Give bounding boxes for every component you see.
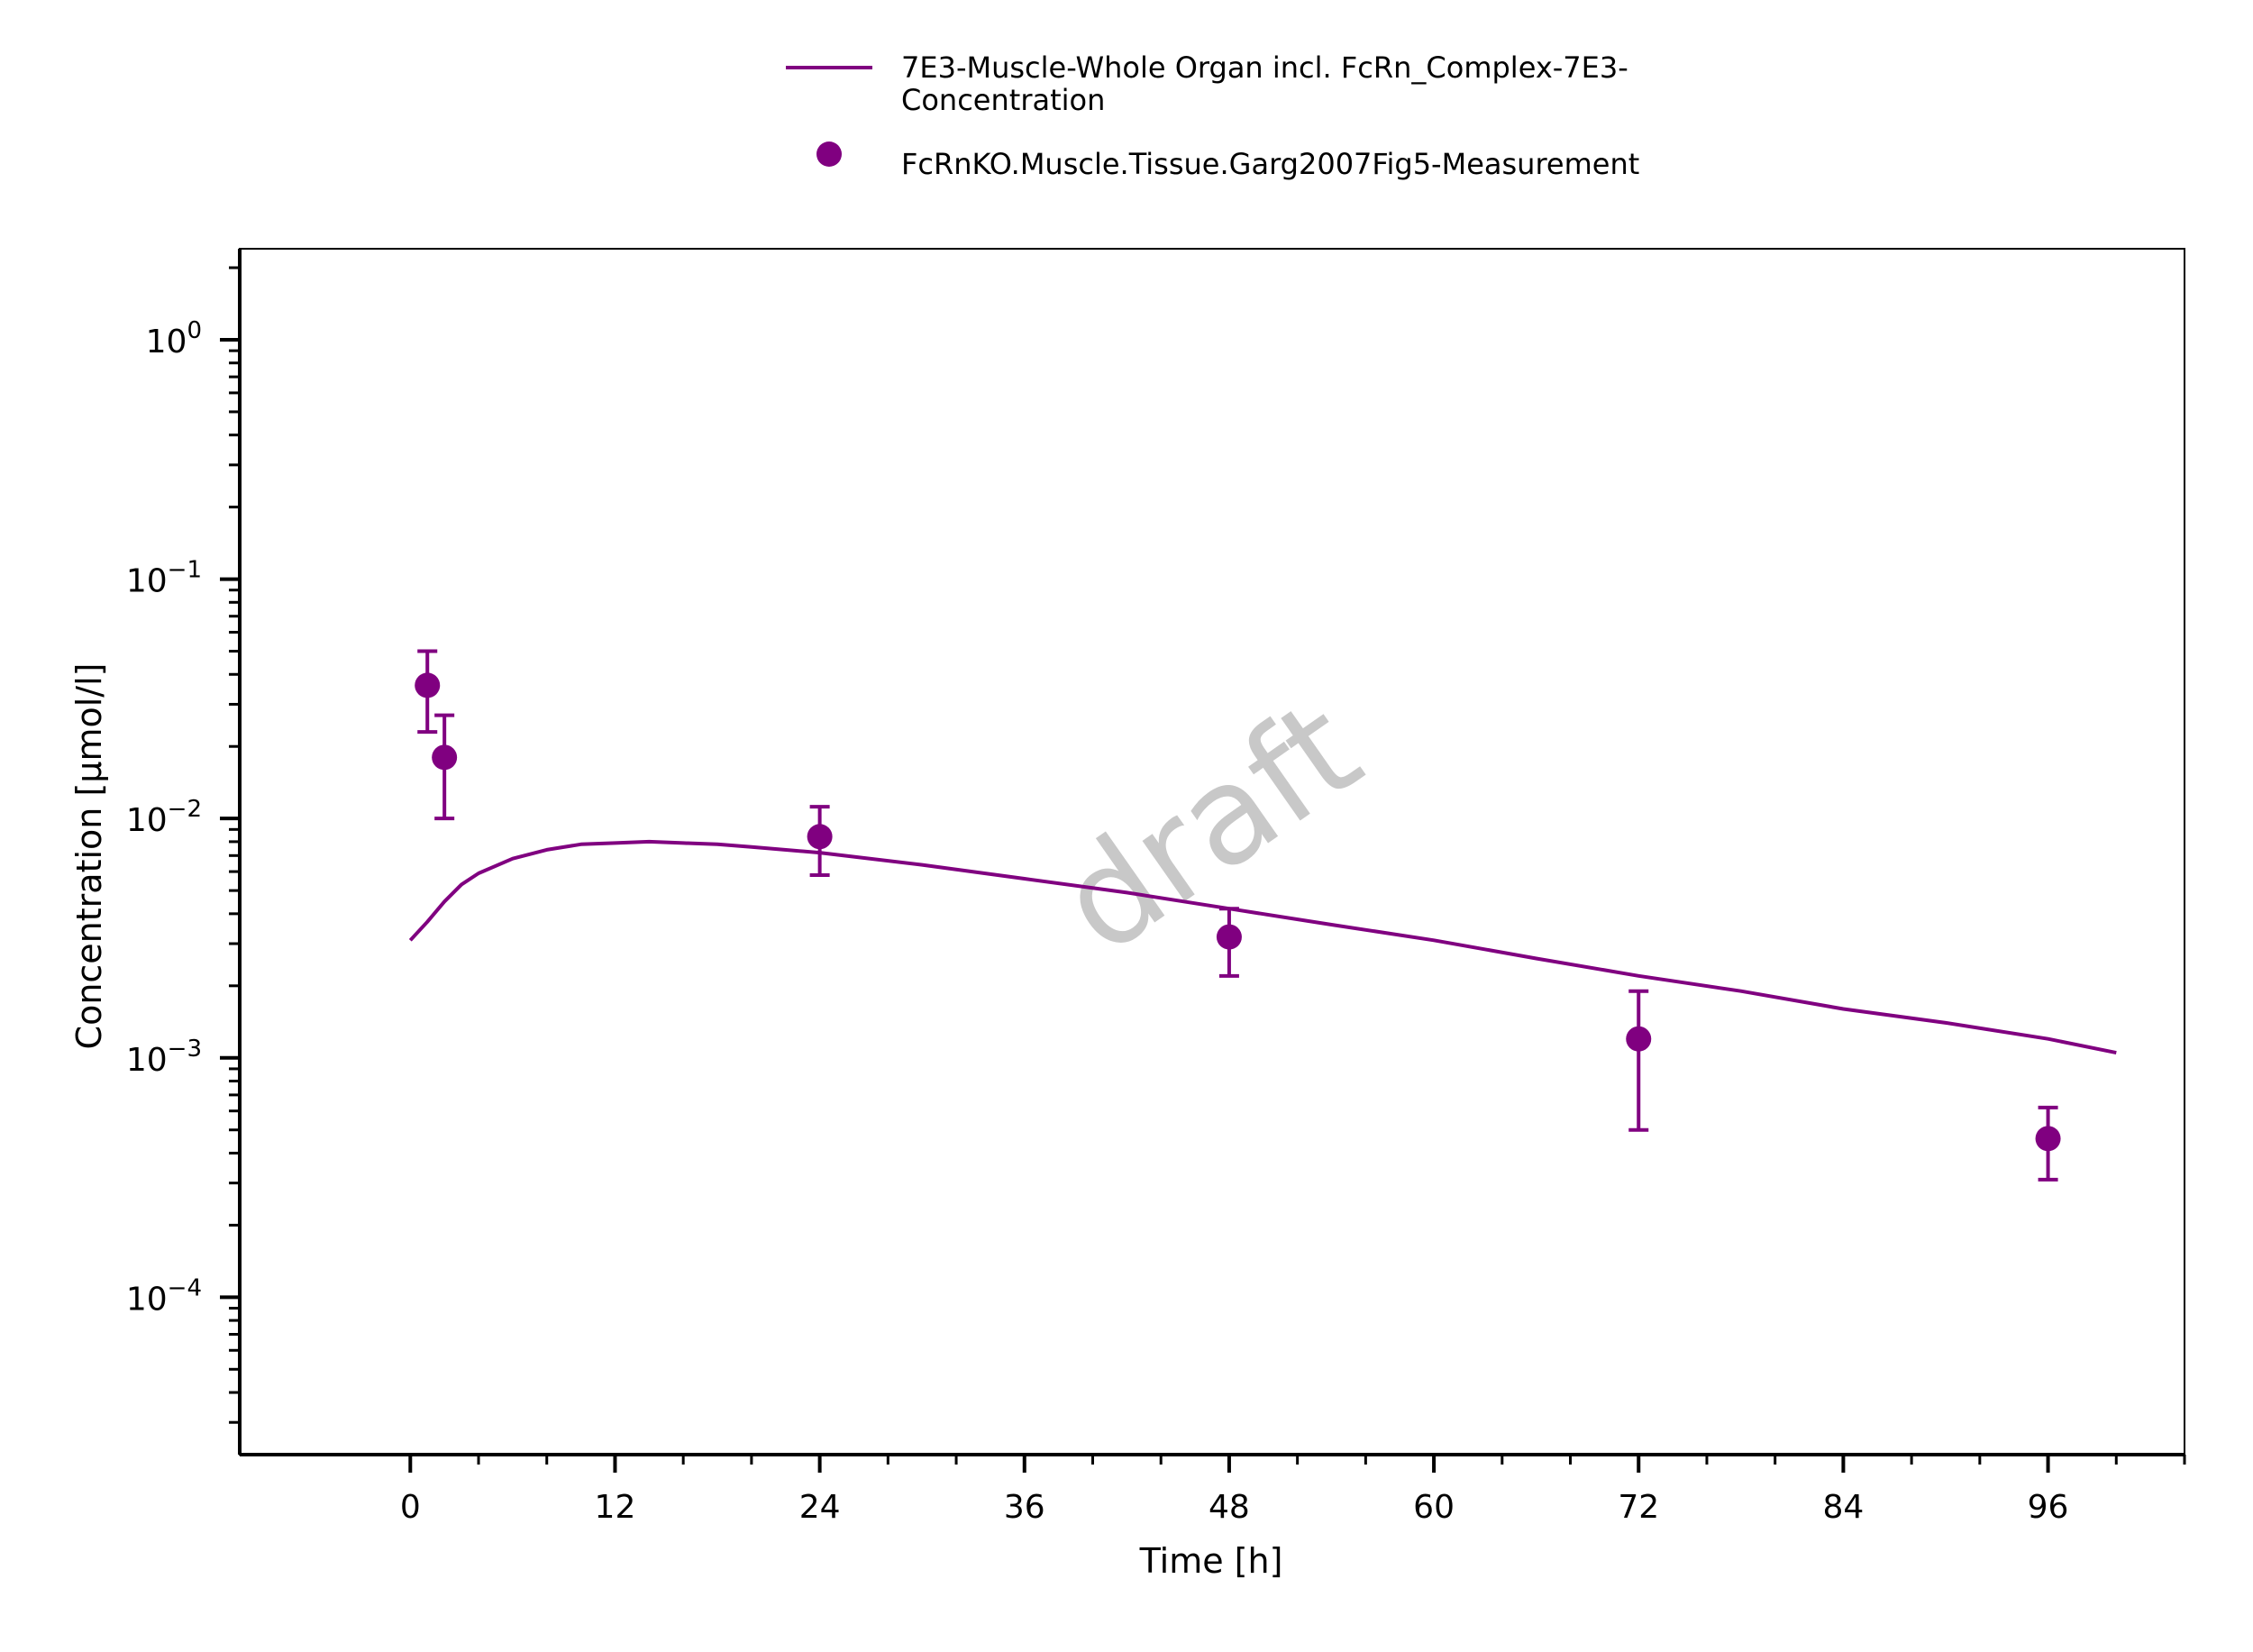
plot-frame	[238, 248, 2185, 1456]
x-axis-title: Time [h]	[1139, 1541, 1283, 1581]
axes: 0 12 24 36 48 60 72 84 96 100 10−1 10−2 10−3 10−4	[126, 266, 2186, 1526]
x-tick-label: 72	[1618, 1489, 1659, 1526]
y-tick-label: 10−4	[126, 1274, 202, 1318]
legend-line-label-2: Concentration	[901, 83, 1105, 117]
data-point	[415, 672, 441, 698]
x-tick-label: 48	[1209, 1489, 1250, 1526]
data-point	[2035, 1126, 2061, 1152]
watermark-layer: draft	[1033, 671, 1387, 984]
legend-line-label-1: 7E3-Muscle-Whole Organ incl. FcRn_Comple…	[901, 50, 1628, 85]
x-tick-label: 24	[799, 1489, 841, 1526]
legend-marker-label: FcRnKO.Muscle.Tissue.Garg2007Fig5-Measur…	[901, 147, 1639, 181]
y-tick-label: 10−1	[126, 557, 202, 600]
x-tick-label: 60	[1413, 1489, 1455, 1526]
data-point	[1626, 1026, 1652, 1052]
data-point	[1216, 924, 1242, 950]
legend-marker-swatch	[816, 141, 842, 167]
y-tick-label: 10−2	[126, 796, 202, 839]
data-point	[807, 824, 833, 850]
y-axis-title: Concentration [µmol/l]	[69, 663, 109, 1050]
x-tick-label: 84	[1822, 1489, 1864, 1526]
x-tick-label: 36	[1004, 1489, 1045, 1526]
x-tick-label: 0	[400, 1489, 421, 1526]
y-tick-label: 100	[146, 317, 202, 361]
y-tick-label: 10−3	[126, 1036, 202, 1079]
legend: 7E3-Muscle-Whole Organ incl. FcRn_Comple…	[786, 50, 1639, 181]
x-tick-label: 96	[2028, 1489, 2069, 1526]
series-layer	[408, 649, 2117, 1182]
data-point	[432, 744, 458, 771]
x-tick-label: 12	[595, 1489, 636, 1526]
watermark-text: draft	[1033, 671, 1387, 984]
